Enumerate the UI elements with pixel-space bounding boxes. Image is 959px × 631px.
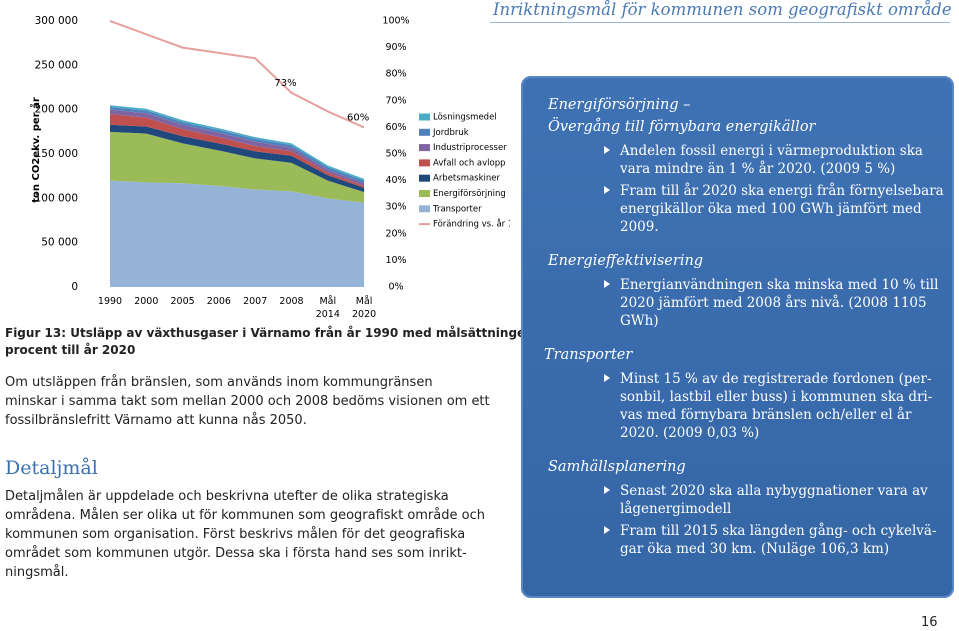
y-tick-label: 200 000 bbox=[35, 104, 78, 116]
y-tick-label: 50 000 bbox=[41, 237, 78, 249]
area bbox=[110, 180, 365, 287]
y2-tick-label: 10% bbox=[385, 255, 406, 266]
y2-tick-label: 0% bbox=[388, 282, 403, 293]
bullet: Andelen fossil energi i värmeproduktion … bbox=[548, 142, 954, 178]
y2-tick-label: 100% bbox=[382, 16, 409, 27]
legend-label: Arbetsmaskiner bbox=[433, 174, 501, 184]
legend-label: Lösningsmedel bbox=[433, 113, 497, 123]
figure-caption: Figur 13: Utsläpp av växthusgaser i Värn… bbox=[5, 326, 600, 357]
x-tick-label: 2005 bbox=[171, 296, 195, 307]
y-tick-label: 0 bbox=[71, 281, 78, 293]
sidebar-heading: Transporter bbox=[544, 347, 633, 363]
title-rule bbox=[490, 22, 950, 23]
legend-label: Jordbruk bbox=[432, 128, 469, 138]
legend-label: Avfall och avlopp bbox=[433, 158, 506, 168]
sidebar: Energiförsörjning – Övergång till förnyb… bbox=[521, 76, 954, 598]
legend-swatch bbox=[419, 128, 430, 136]
y2-tick-label: 30% bbox=[385, 202, 406, 213]
x-tick-label: 2006 bbox=[207, 296, 231, 307]
y2-tick-label: 70% bbox=[385, 95, 406, 106]
x-tick-label: 2007 bbox=[243, 296, 267, 307]
y2-tick-label: 40% bbox=[385, 175, 406, 186]
data-label: 60% bbox=[347, 112, 369, 123]
x-tick-label: Mål 2020 bbox=[352, 296, 376, 320]
legend-swatch bbox=[419, 190, 430, 197]
legend-label: Transporter bbox=[432, 204, 482, 214]
legend: Lösningsmedel Jordbruk Industriprocesser Av… bbox=[419, 113, 515, 230]
y2-tick-label: 50% bbox=[385, 149, 406, 160]
y-tick-label: 300 000 bbox=[35, 15, 78, 27]
y-tick-label: 150 000 bbox=[35, 148, 78, 160]
x-tick-label: 2008 bbox=[279, 296, 303, 307]
area bbox=[110, 114, 365, 188]
y2-tick-label: 90% bbox=[385, 42, 406, 53]
bullet: Fram till 2015 ska längden gång- och cyk… bbox=[548, 522, 954, 558]
y2-tick-label: 80% bbox=[385, 69, 406, 80]
sidebar-heading: Samhällsplanering bbox=[548, 459, 686, 475]
legend-swatch bbox=[419, 159, 430, 167]
sidebar-heading: Energiförsörjning – Övergång till förnyb… bbox=[548, 97, 816, 135]
area bbox=[110, 131, 365, 203]
bullet: Senast 2020 ska alla nybyggnationer vara… bbox=[548, 482, 954, 518]
legend-label: Energiförsörjning bbox=[433, 189, 506, 199]
paragraph: Om utsläppen från bränslen, som används … bbox=[5, 375, 490, 428]
bullet: Minst 15 % av de registrerade fordonen (… bbox=[548, 370, 954, 442]
page-title: Inriktningsmål för kommunen som geografi… bbox=[493, 0, 952, 19]
legend-swatch bbox=[419, 113, 430, 121]
change-line bbox=[109, 20, 365, 129]
paragraph: Detaljmålen är uppdelade och beskrivna u… bbox=[5, 489, 485, 580]
x-tick-label: 1990 bbox=[98, 296, 122, 307]
x-tick-label: Mål 2014 bbox=[316, 296, 340, 320]
y-axis-label: ton CO2ekv. per år bbox=[29, 97, 42, 203]
chart: ton CO2ekv. per år 0 50 000 100 000 150 000… bbox=[29, 15, 515, 320]
area bbox=[110, 124, 365, 193]
legend-swatch bbox=[419, 144, 430, 152]
legend-swatch bbox=[419, 174, 430, 182]
y-tick-label: 250 000 bbox=[35, 59, 78, 71]
legend-label: Industriprocesser bbox=[433, 143, 507, 153]
bullet: Energianvändningen ska minska med 10 % t… bbox=[548, 276, 954, 330]
data-label: 73% bbox=[274, 78, 296, 89]
legend-label: Förändring vs. år 19 bbox=[433, 219, 515, 230]
legend-swatch bbox=[419, 205, 430, 213]
x-tick-label: 2000 bbox=[134, 296, 158, 307]
bullet: Fram till år 2020 ska energi från förnye… bbox=[548, 182, 954, 236]
y-tick-label: 100 000 bbox=[35, 192, 78, 204]
page-number: 16 bbox=[921, 615, 938, 630]
sidebar-heading: Energieffektivisering bbox=[548, 253, 704, 269]
y2-tick-label: 20% bbox=[385, 228, 406, 239]
section-heading: Detaljmål bbox=[5, 457, 98, 479]
y2-tick-label: 60% bbox=[385, 122, 406, 133]
